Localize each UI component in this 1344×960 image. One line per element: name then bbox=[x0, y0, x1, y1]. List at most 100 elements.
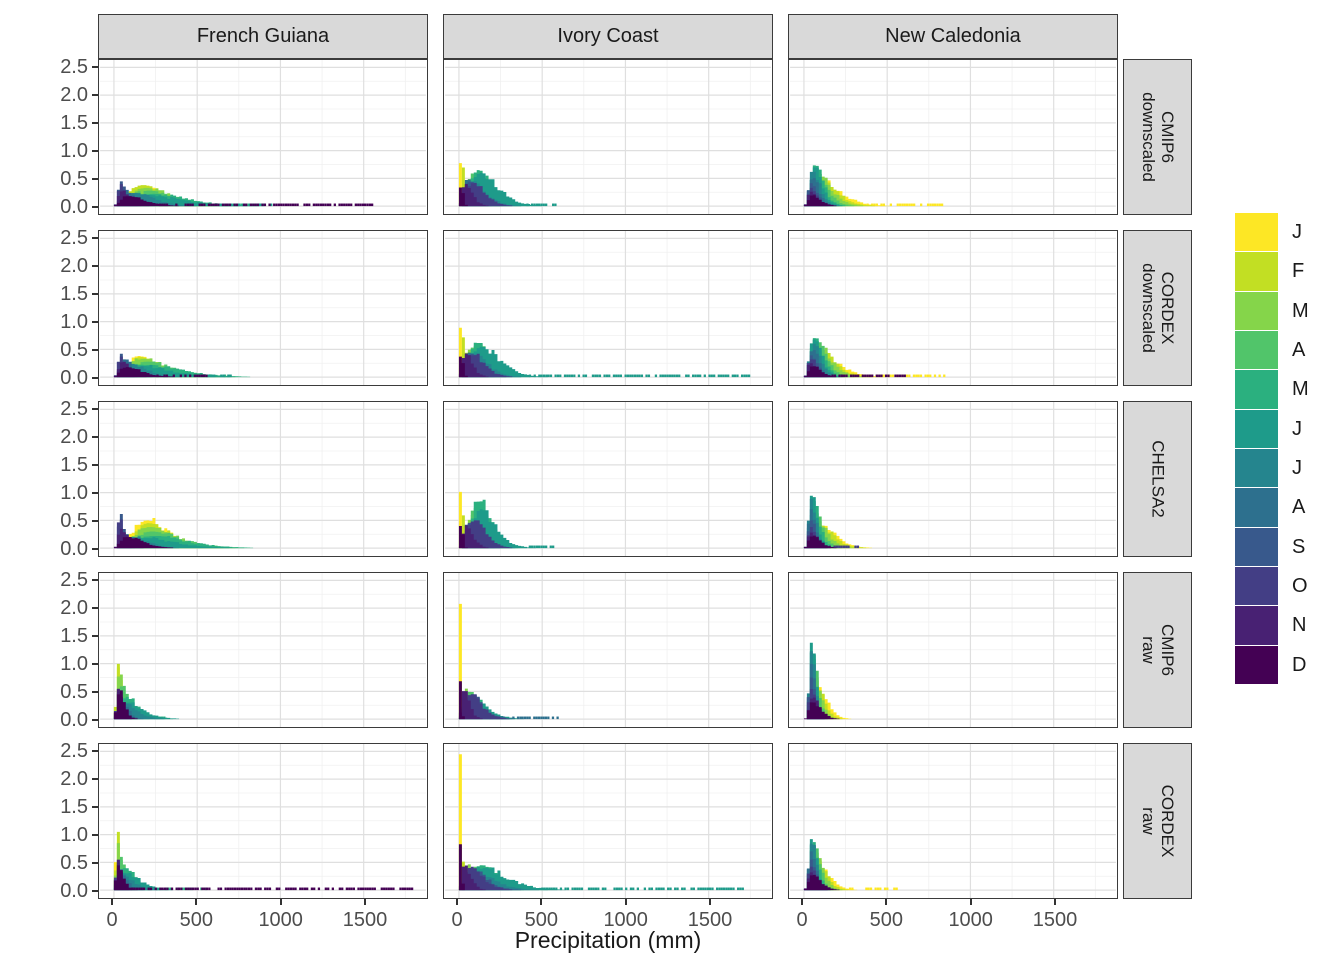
density-tail-month-D bbox=[329, 203, 332, 207]
density-tail-month-D bbox=[175, 203, 178, 207]
density-tail-month-J bbox=[526, 203, 529, 207]
density-tail-month-D bbox=[324, 203, 327, 207]
density-tail-month-J bbox=[678, 374, 681, 378]
density-tail-month-D bbox=[231, 887, 234, 891]
density-area-month-D bbox=[458, 187, 468, 207]
density-tail-month-J bbox=[582, 374, 585, 378]
density-tail-month-D bbox=[184, 887, 188, 891]
density-tail-month-J bbox=[896, 203, 899, 207]
density-tail-month-D bbox=[345, 203, 348, 207]
density-tail-month-D bbox=[200, 374, 203, 378]
legend-swatch-D bbox=[1235, 645, 1278, 685]
density-tail-month-D bbox=[284, 203, 288, 207]
density-tail-month-D bbox=[352, 887, 356, 891]
density-tail-month-D bbox=[294, 203, 297, 207]
density-tail-month-D bbox=[245, 887, 248, 891]
density-tail-month-D bbox=[285, 887, 288, 891]
density-tail-month-J bbox=[901, 203, 904, 207]
density-tail-month-D bbox=[857, 374, 860, 378]
legend-swatch-A bbox=[1235, 488, 1278, 528]
density-tail-month-D bbox=[217, 203, 220, 207]
density-tail-month-D bbox=[884, 374, 888, 378]
density-tail-month-D bbox=[159, 887, 162, 891]
density-tail-month-J bbox=[683, 887, 686, 891]
density-tail-month-J bbox=[736, 374, 739, 378]
density-tail-month-D bbox=[161, 203, 164, 207]
density-tail-month-J bbox=[577, 374, 581, 378]
density-tail-month-D bbox=[340, 203, 343, 207]
panel-new-caledonia-cordex-downscaled bbox=[788, 230, 1118, 386]
density-tail-month-D bbox=[880, 374, 883, 378]
legend-label-J: J bbox=[1292, 417, 1302, 440]
y-axis-tick bbox=[92, 890, 98, 892]
y-axis-tick bbox=[92, 407, 98, 410]
y-axis-tick-label: 2.0 bbox=[60, 425, 88, 448]
density-tail-month-J bbox=[533, 545, 536, 549]
y-axis-tick bbox=[92, 206, 98, 208]
density-tail-month-J bbox=[631, 374, 634, 378]
facet-column-label: French Guiana bbox=[196, 25, 330, 47]
density-tail-month-D bbox=[357, 887, 360, 891]
density-tail-month-D bbox=[224, 887, 227, 891]
density-tail-month-D bbox=[296, 203, 299, 207]
density-tail-month-J bbox=[592, 887, 595, 891]
density-tail-month-J bbox=[554, 374, 557, 378]
density-tail-month-J bbox=[540, 203, 543, 207]
y-axis-tick-label: 1.0 bbox=[60, 310, 88, 333]
y-axis-tick bbox=[92, 236, 98, 239]
density-tail-month-A bbox=[542, 716, 545, 720]
y-axis-tick-label: 0.5 bbox=[60, 680, 88, 703]
legend-label-J: J bbox=[1292, 456, 1302, 479]
density-tail-month-J bbox=[605, 374, 609, 378]
density-tail-month-A bbox=[516, 716, 520, 720]
density-tail-month-J bbox=[545, 374, 548, 378]
density-tail-month-A bbox=[528, 716, 531, 720]
facet-column-label: Ivory Coast bbox=[557, 25, 659, 47]
density-tail-month-J bbox=[908, 374, 911, 378]
density-tail-month-J bbox=[722, 374, 725, 378]
density-tail-month-J bbox=[741, 887, 744, 891]
density-tail-month-J bbox=[694, 374, 697, 378]
density-tail-month-J bbox=[879, 887, 882, 891]
density-tail-month-J bbox=[933, 203, 937, 207]
density-tail-month-D bbox=[310, 887, 314, 891]
density-tail-month-D bbox=[221, 203, 225, 207]
density-tail-month-D bbox=[861, 374, 864, 378]
density-tail-month-D bbox=[163, 203, 166, 207]
density-tail-month-J bbox=[538, 545, 541, 549]
density-tail-month-J bbox=[270, 203, 273, 207]
facet-row-strip: CMIP6 downscaled bbox=[1123, 59, 1192, 215]
density-tail-month-D bbox=[854, 374, 857, 378]
density-tail-month-J bbox=[906, 203, 909, 207]
density-tail-month-J bbox=[633, 374, 637, 378]
legend-label-D: D bbox=[1292, 653, 1307, 676]
density-tail-month-J bbox=[578, 887, 581, 891]
density-tail-month-D bbox=[189, 887, 192, 891]
density-tail-month-D bbox=[287, 887, 290, 891]
density-tail-month-D bbox=[202, 374, 206, 378]
density-tail-month-D bbox=[306, 887, 309, 891]
density-tail-month-J bbox=[886, 887, 889, 891]
density-tail-month-J bbox=[629, 374, 632, 378]
density-tail-month-D bbox=[294, 887, 297, 891]
density-tail-month-A bbox=[533, 716, 536, 720]
density-tail-month-D bbox=[158, 203, 162, 207]
density-tail-month-D bbox=[361, 203, 364, 207]
y-axis-tick bbox=[92, 491, 98, 494]
y-axis-tick-label: 2.5 bbox=[60, 55, 88, 78]
density-tail-month-A bbox=[523, 716, 527, 720]
y-axis-tick-label: 0.5 bbox=[60, 167, 88, 190]
density-tail-month-D bbox=[852, 374, 855, 378]
panel-french-guiana-cordex-downscaled bbox=[98, 230, 428, 386]
y-axis-tick-label: 2.5 bbox=[60, 739, 88, 762]
density-tail-month-J bbox=[662, 887, 665, 891]
density-tail-month-J bbox=[549, 545, 552, 549]
panel-new-caledonia-cmip6-raw bbox=[788, 572, 1118, 728]
density-tail-month-D bbox=[217, 887, 220, 891]
density-tail-month-D bbox=[896, 374, 899, 378]
panel-new-caledonia-cmip6-downscaled bbox=[788, 59, 1118, 215]
density-tail-month-J bbox=[625, 887, 628, 891]
x-axis-tick-label: 0 bbox=[796, 909, 808, 931]
legend-swatch-S bbox=[1235, 527, 1278, 567]
density-tail-month-J bbox=[667, 887, 670, 891]
